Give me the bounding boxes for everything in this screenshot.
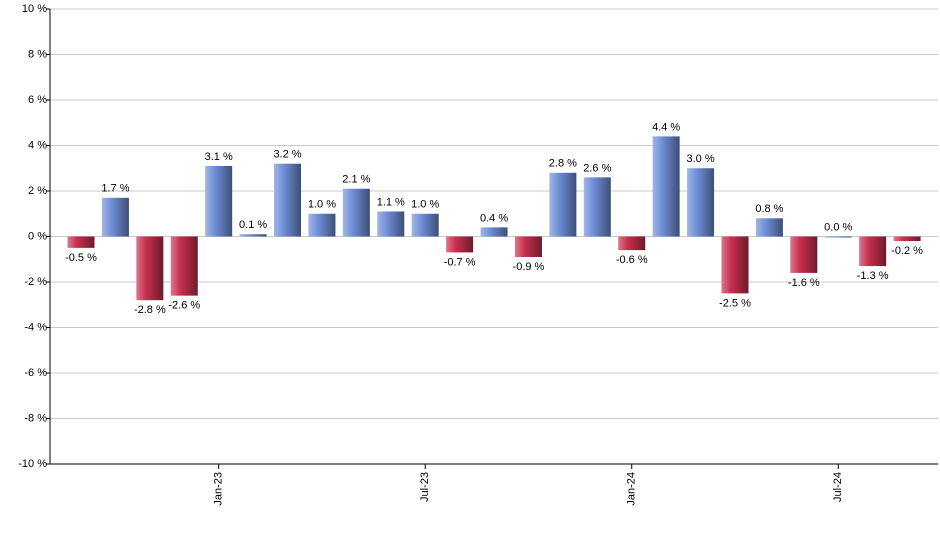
bar — [824, 236, 852, 238]
y-tick-label: 0 % — [28, 230, 47, 242]
y-tick-label: -2 % — [24, 276, 47, 288]
bar — [274, 163, 302, 237]
bar — [308, 213, 336, 237]
data-label: -1.3 % — [857, 270, 889, 282]
x-tick-label: Jan-23 — [213, 472, 225, 506]
y-tick-label: 8 % — [28, 48, 47, 60]
bar — [101, 197, 129, 237]
data-label: 3.0 % — [686, 153, 714, 165]
data-label: 1.7 % — [101, 183, 129, 195]
data-label: 4.4 % — [652, 121, 680, 133]
data-label: -0.2 % — [891, 245, 923, 257]
data-label: 2.8 % — [549, 158, 577, 170]
data-label: -1.6 % — [788, 277, 820, 289]
bar — [205, 165, 233, 237]
bar — [618, 236, 646, 251]
bar — [755, 218, 783, 237]
bar — [67, 236, 95, 248]
bar — [342, 188, 370, 237]
y-tick-label: -6 % — [24, 367, 47, 379]
x-tick-label: Jan-24 — [626, 472, 638, 506]
data-label: 2.1 % — [342, 174, 370, 186]
data-label: 0.8 % — [755, 203, 783, 215]
bar — [549, 172, 577, 237]
y-tick-label: -10 % — [18, 458, 47, 470]
bar — [687, 168, 715, 237]
y-tick-label: -4 % — [24, 321, 47, 333]
data-label: 0.1 % — [239, 219, 267, 231]
data-label: 0.0 % — [824, 221, 852, 233]
data-label: -0.7 % — [444, 256, 476, 268]
bar — [721, 236, 749, 294]
bar — [893, 236, 921, 242]
bar — [583, 177, 611, 237]
bar — [411, 213, 439, 237]
y-tick-label: 10 % — [22, 3, 47, 15]
data-label: -2.6 % — [168, 300, 200, 312]
bar — [480, 227, 508, 237]
bar — [170, 236, 198, 296]
bar — [239, 234, 267, 237]
data-label: -2.5 % — [719, 297, 751, 309]
bar — [859, 236, 887, 267]
data-label: -2.8 % — [134, 304, 166, 316]
data-label: 1.0 % — [411, 199, 439, 211]
data-label: 3.1 % — [205, 151, 233, 163]
bar — [136, 236, 164, 301]
y-tick-label: 2 % — [28, 185, 47, 197]
y-tick-label: 4 % — [28, 139, 47, 151]
x-tick-label: Jul-23 — [419, 472, 431, 502]
data-label: 1.0 % — [308, 199, 336, 211]
data-label: 3.2 % — [273, 149, 301, 161]
y-tick-label: -8 % — [24, 412, 47, 424]
bar — [790, 236, 818, 273]
bar — [652, 136, 680, 237]
data-label: 2.6 % — [583, 162, 611, 174]
data-label: -0.6 % — [616, 254, 648, 266]
bar — [446, 236, 474, 253]
bar — [377, 211, 405, 237]
bar — [514, 236, 542, 257]
data-label: 0.4 % — [480, 212, 508, 224]
data-label: -0.9 % — [513, 261, 545, 273]
data-label: -0.5 % — [65, 252, 97, 264]
data-label: 1.1 % — [377, 196, 405, 208]
x-tick-label: Jul-24 — [832, 472, 844, 502]
y-tick-label: 6 % — [28, 94, 47, 106]
